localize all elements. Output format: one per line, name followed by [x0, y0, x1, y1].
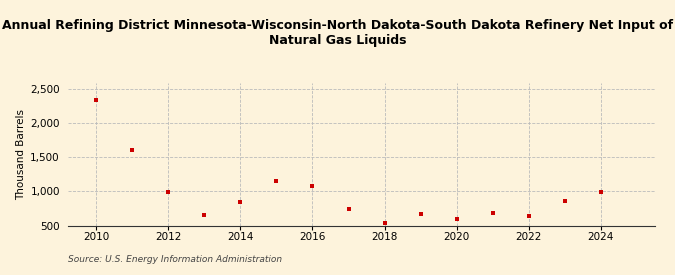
Text: Source: U.S. Energy Information Administration: Source: U.S. Energy Information Administ…: [68, 255, 281, 264]
Point: [451, 217, 462, 221]
Point: [415, 212, 426, 216]
Point: [487, 211, 498, 215]
Y-axis label: Thousand Barrels: Thousand Barrels: [16, 109, 26, 199]
Point: [560, 199, 570, 204]
Point: [127, 148, 138, 152]
Point: [271, 178, 282, 183]
Text: Annual Refining District Minnesota-Wisconsin-North Dakota-South Dakota Refinery : Annual Refining District Minnesota-Wisco…: [2, 19, 673, 47]
Point: [379, 221, 390, 225]
Point: [307, 184, 318, 188]
Point: [235, 199, 246, 204]
Point: [199, 213, 210, 218]
Point: [163, 190, 173, 194]
Point: [595, 190, 606, 194]
Point: [91, 97, 102, 102]
Point: [523, 213, 534, 218]
Point: [343, 207, 354, 211]
